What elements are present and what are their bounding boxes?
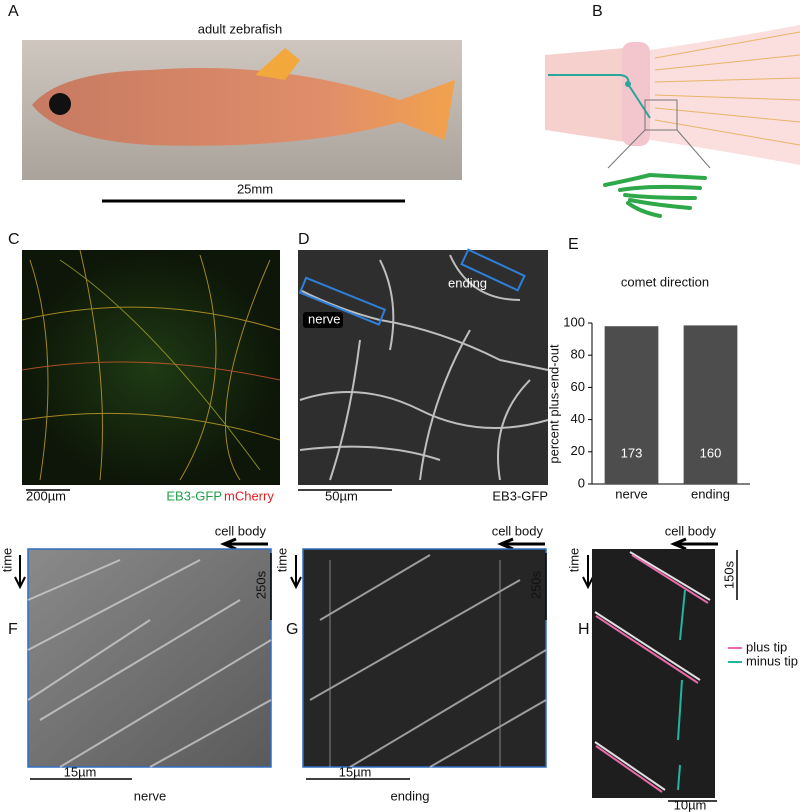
time-label: time bbox=[0, 548, 14, 573]
kymograph bbox=[302, 548, 547, 768]
panel-label: B bbox=[592, 3, 603, 20]
n-label: 160 bbox=[700, 445, 722, 460]
scale-label: 200µm bbox=[26, 488, 66, 503]
direction-arrow bbox=[497, 537, 545, 551]
time-arrow bbox=[14, 555, 26, 590]
scale-label: 15µm bbox=[64, 764, 97, 779]
fish bbox=[32, 68, 455, 146]
kymograph bbox=[27, 548, 272, 768]
panel-label: E bbox=[568, 236, 579, 253]
bar bbox=[604, 326, 659, 484]
y-tick-label: 40 bbox=[571, 411, 585, 426]
kymograph bbox=[592, 549, 715, 798]
legend-label: minus tip bbox=[746, 653, 798, 668]
panel-label: G bbox=[286, 621, 298, 638]
zoom-box bbox=[644, 99, 678, 131]
y-tick-label: 80 bbox=[571, 347, 585, 362]
comet-tracks bbox=[27, 559, 272, 768]
direction-arrow bbox=[670, 537, 718, 551]
fish-eye bbox=[49, 93, 71, 115]
fish-body-drawing bbox=[545, 48, 625, 142]
n-label: 173 bbox=[621, 445, 643, 460]
chart-title: comet direction bbox=[621, 274, 709, 289]
panel-label: H bbox=[578, 621, 590, 638]
time-scale-label: 250s bbox=[528, 570, 543, 599]
panel-label: A bbox=[8, 3, 19, 20]
y-tick-label: 0 bbox=[578, 475, 585, 490]
zoom-line bbox=[607, 129, 646, 169]
direction-label: cell body bbox=[215, 523, 267, 538]
ganglion bbox=[625, 81, 631, 87]
direction-label: cell body bbox=[492, 523, 544, 538]
y-tick-label: 60 bbox=[571, 379, 585, 394]
panel-label: F bbox=[8, 621, 18, 638]
caption: ending bbox=[390, 788, 429, 803]
roi-label: ending bbox=[448, 275, 487, 290]
y-tick-label: 100 bbox=[563, 314, 585, 329]
time-arrow bbox=[582, 555, 594, 590]
scale-label: 50µm bbox=[325, 488, 358, 503]
bar-chart: E comet direction percent plus-end-out 0… bbox=[546, 236, 750, 501]
time-scale-label: 250s bbox=[253, 570, 268, 599]
roi-box bbox=[298, 276, 387, 326]
roi-box bbox=[460, 248, 526, 292]
peduncle bbox=[622, 42, 650, 146]
channel-label: mCherry bbox=[224, 488, 274, 503]
caption: nerve bbox=[134, 788, 167, 803]
direction-arrow bbox=[220, 537, 268, 551]
panel-label: C bbox=[8, 231, 20, 248]
comet-tracks bbox=[309, 554, 547, 768]
time-label: time bbox=[566, 548, 581, 573]
scale-label: 10µm bbox=[674, 797, 707, 812]
comet-tracks bbox=[594, 551, 711, 793]
axon-network bbox=[21, 249, 281, 481]
panel-title: adult zebrafish bbox=[198, 21, 283, 36]
micrograph bbox=[22, 250, 280, 485]
roi-label-bg bbox=[303, 312, 343, 328]
panel-label: D bbox=[298, 231, 310, 248]
roi-label: nerve bbox=[308, 311, 341, 326]
time-label: time bbox=[274, 548, 289, 573]
x-tick-label: ending bbox=[691, 486, 730, 501]
caudal-fin bbox=[650, 25, 800, 165]
nerve-endings bbox=[603, 172, 707, 218]
micrograph bbox=[298, 250, 548, 485]
channel-label: EB3-GFP bbox=[166, 488, 222, 503]
direction-label: cell body bbox=[665, 523, 717, 538]
fish-fin bbox=[255, 48, 300, 80]
scale-label: 25mm bbox=[237, 181, 273, 196]
channel-label: EB3-GFP bbox=[492, 488, 548, 503]
time-scale-label: 150s bbox=[721, 560, 736, 589]
y-tick-label: 20 bbox=[571, 443, 585, 458]
zoom-line bbox=[676, 129, 711, 169]
x-tick-label: nerve bbox=[615, 486, 648, 501]
scale-label: 15µm bbox=[339, 764, 372, 779]
legend-label: plus tip bbox=[746, 639, 787, 654]
axon-network bbox=[299, 254, 549, 481]
time-arrow bbox=[290, 555, 302, 590]
fin-rays bbox=[654, 31, 800, 146]
y-axis-label: percent plus-end-out bbox=[546, 344, 561, 464]
bar bbox=[683, 325, 738, 484]
